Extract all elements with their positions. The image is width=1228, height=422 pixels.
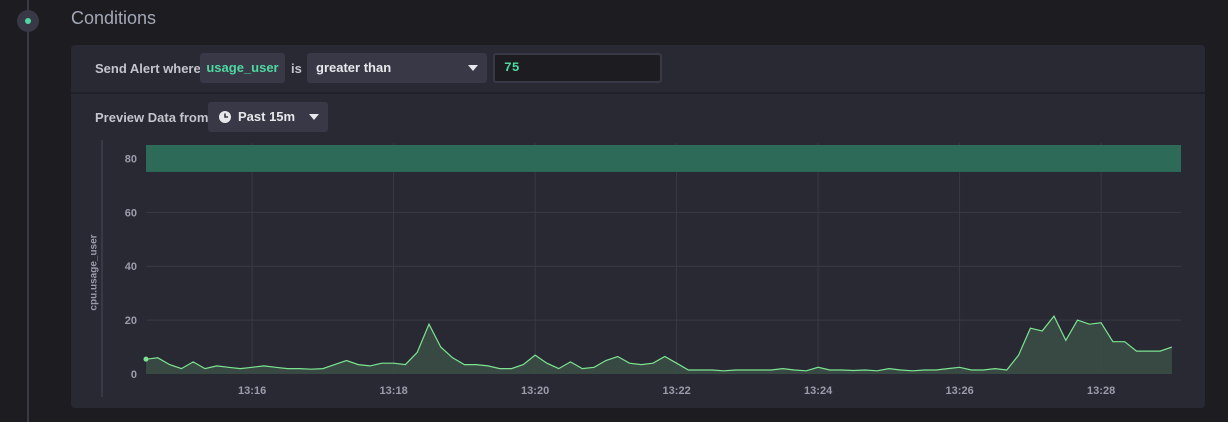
conditions-panel: Send Alert where usage_user is greater t… (71, 45, 1205, 408)
timeline-node (17, 10, 39, 32)
preview-chart: 0 20 40 60 80 13:16 13:18 13:20 13:22 13:24 13:26… (101, 140, 1181, 397)
operator-dropdown[interactable]: greater than (307, 53, 487, 83)
series-line (145, 314, 1173, 372)
preview-label: Preview Data from (95, 110, 209, 125)
y-tick-label: 0 (131, 369, 137, 381)
x-tick-label: 13:16 (238, 385, 266, 397)
timeline-dot-icon (25, 18, 31, 24)
x-tick-label: 13:26 (946, 385, 974, 397)
is-label: is (291, 61, 302, 76)
timeframe-dropdown[interactable]: Past 15m (208, 102, 328, 132)
y-tick-label: 40 (125, 261, 137, 273)
operator-value: greater than (316, 60, 392, 75)
clock-icon (219, 111, 231, 123)
y-tick-label: 80 (125, 153, 137, 165)
x-tick-label: 13:18 (380, 385, 408, 397)
section-title: Conditions (71, 8, 157, 28)
timeframe-value: Past 15m (238, 109, 296, 124)
x-tick-label: 13:24 (804, 385, 833, 397)
caret-down-icon (309, 114, 319, 120)
x-tick-label: 13:20 (521, 385, 549, 397)
y-tick-label: 20 (125, 315, 137, 327)
caret-down-icon (468, 65, 478, 71)
x-tick-label: 13:28 (1087, 385, 1115, 397)
threshold-value-input[interactable]: 75 (493, 53, 662, 83)
field-tag[interactable]: usage_user (200, 53, 285, 83)
condition-row: Send Alert where usage_user is greater t… (71, 45, 1205, 94)
series-start-point (143, 356, 149, 362)
threshold-band (146, 145, 1181, 172)
timeline-line (27, 0, 29, 422)
x-tick-label: 13:22 (663, 385, 691, 397)
y-tick-label: 60 (125, 207, 137, 219)
series-area (146, 316, 1172, 374)
send-alert-label: Send Alert where (95, 61, 201, 76)
